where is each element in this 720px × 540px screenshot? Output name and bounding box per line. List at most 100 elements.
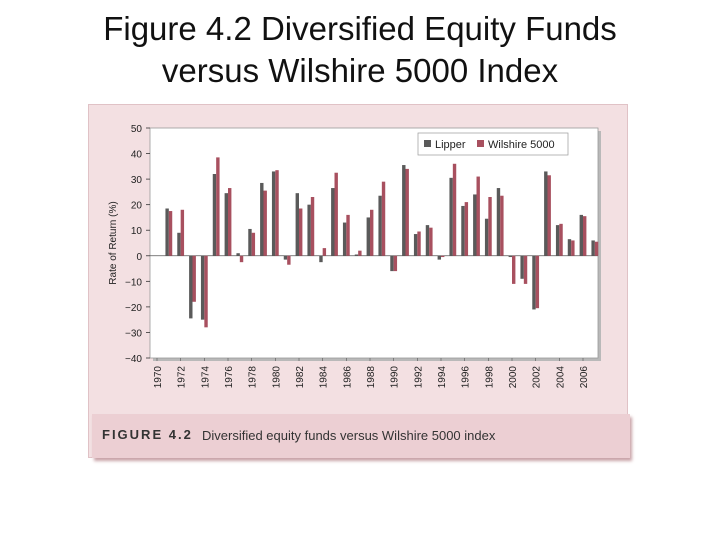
slide-title-line-2: versus Wilshire 5000 Index <box>161 52 559 89</box>
x-tick-label: 1982 <box>295 366 306 389</box>
bar-lipper <box>366 217 370 256</box>
figure-label: FIGURE 4.2 <box>102 427 193 442</box>
bar-lipper <box>579 214 583 256</box>
bar-lipper <box>212 174 217 256</box>
legend-swatch-wilshire <box>477 140 484 147</box>
bar-wilshire <box>287 255 291 265</box>
legend-box <box>417 132 569 156</box>
bar-wilshire <box>263 190 267 256</box>
bar-wilshire <box>204 255 208 328</box>
bar-lipper <box>555 225 560 256</box>
bar-wilshire <box>334 172 338 256</box>
bar-lipper <box>413 234 418 256</box>
bar-lipper <box>591 240 595 256</box>
y-tick-label: −10 <box>125 277 142 288</box>
bar-lipper <box>508 255 512 258</box>
bar-lipper <box>248 228 252 256</box>
bar-lipper <box>189 255 193 319</box>
bar-wilshire <box>512 255 516 284</box>
bar-wilshire <box>310 197 315 256</box>
y-tick-label: 40 <box>131 150 143 161</box>
bar-lipper <box>378 195 382 256</box>
y-tick-label: 50 <box>131 124 143 135</box>
x-tick-label: 1990 <box>390 366 401 389</box>
bar-lipper <box>307 204 311 256</box>
bar-lipper <box>342 222 347 256</box>
bar-lipper <box>520 255 524 279</box>
bar-wilshire <box>535 255 540 309</box>
bar-lipper <box>496 188 501 256</box>
bar-wilshire <box>488 197 492 256</box>
bar-wilshire <box>192 255 196 302</box>
x-tick-label: 2004 <box>555 366 566 389</box>
x-tick-label: 1996 <box>461 366 472 389</box>
bar-wilshire <box>358 250 362 256</box>
legend-label-wilshire: Wilshire 5000 <box>488 139 555 151</box>
bar-wilshire <box>452 163 457 256</box>
slide-title: Figure 4.2 Diversified Equity Funds vers… <box>0 8 720 92</box>
bar-lipper <box>567 239 572 256</box>
bar-lipper <box>331 188 335 256</box>
bar-wilshire <box>464 202 469 256</box>
bar-wilshire <box>381 181 386 256</box>
bar-wilshire <box>180 209 185 256</box>
x-tick-label: 2006 <box>579 366 590 389</box>
bar-wilshire <box>417 231 421 256</box>
bar-lipper <box>236 253 240 256</box>
bar-lipper <box>437 255 441 260</box>
bar-wilshire <box>547 175 551 256</box>
y-tick-label: 0 <box>136 252 142 263</box>
bar-lipper <box>354 254 359 256</box>
x-tick-label: 2002 <box>532 366 543 389</box>
x-tick-label: 2000 <box>508 366 519 389</box>
bar-wilshire <box>370 209 374 256</box>
bar-lipper <box>319 255 323 263</box>
bar-lipper <box>484 218 489 256</box>
x-tick-label: 1980 <box>271 366 282 389</box>
x-tick-label: 1984 <box>319 366 330 389</box>
bar-wilshire <box>500 195 504 256</box>
figure-caption: Diversified equity funds versus Wilshire… <box>202 428 496 443</box>
bar-lipper <box>224 193 228 256</box>
x-tick-label: 1974 <box>200 366 211 389</box>
bar-wilshire <box>168 211 173 256</box>
bar-wilshire <box>346 214 350 256</box>
y-tick-label: −20 <box>125 303 142 314</box>
bar-lipper <box>425 225 430 256</box>
bar-wilshire <box>216 157 220 256</box>
bar-lipper <box>295 193 299 256</box>
x-tick-label: 1972 <box>177 366 188 389</box>
bar-lipper <box>473 194 477 256</box>
bar-wilshire <box>393 255 398 272</box>
bar-lipper <box>461 205 465 256</box>
bar-wilshire <box>322 248 327 256</box>
bar-lipper <box>449 177 453 256</box>
y-tick-label: 10 <box>131 226 143 237</box>
y-tick-label: −40 <box>125 354 142 365</box>
x-tick-label: 1994 <box>437 366 448 389</box>
legend-label-lipper: Lipper <box>435 139 466 151</box>
bar-wilshire <box>405 168 409 256</box>
x-tick-label: 1992 <box>413 366 424 389</box>
bar-wilshire <box>299 208 303 256</box>
bar-wilshire <box>441 255 445 258</box>
bar-lipper <box>200 255 205 320</box>
y-tick-label: −30 <box>125 328 142 339</box>
bar-wilshire <box>251 232 256 256</box>
x-tick-label: 1970 <box>153 366 164 389</box>
bar-wilshire <box>275 170 279 256</box>
x-tick-label: 1976 <box>224 366 235 389</box>
bar-lipper <box>165 208 169 256</box>
y-tick-label: 20 <box>131 201 143 212</box>
bar-wilshire <box>571 240 575 256</box>
bar-lipper <box>390 255 394 272</box>
bar-wilshire <box>594 241 599 256</box>
bar-wilshire <box>429 227 433 256</box>
bar-lipper <box>260 182 264 256</box>
figure-caption-bar: FIGURE 4.2 Diversified equity funds vers… <box>92 414 630 458</box>
y-tick-label: 30 <box>131 175 143 186</box>
y-axis-label: Rate of Return (%) <box>108 201 119 284</box>
bar-lipper <box>544 171 548 256</box>
x-tick-label: 1978 <box>248 366 259 389</box>
